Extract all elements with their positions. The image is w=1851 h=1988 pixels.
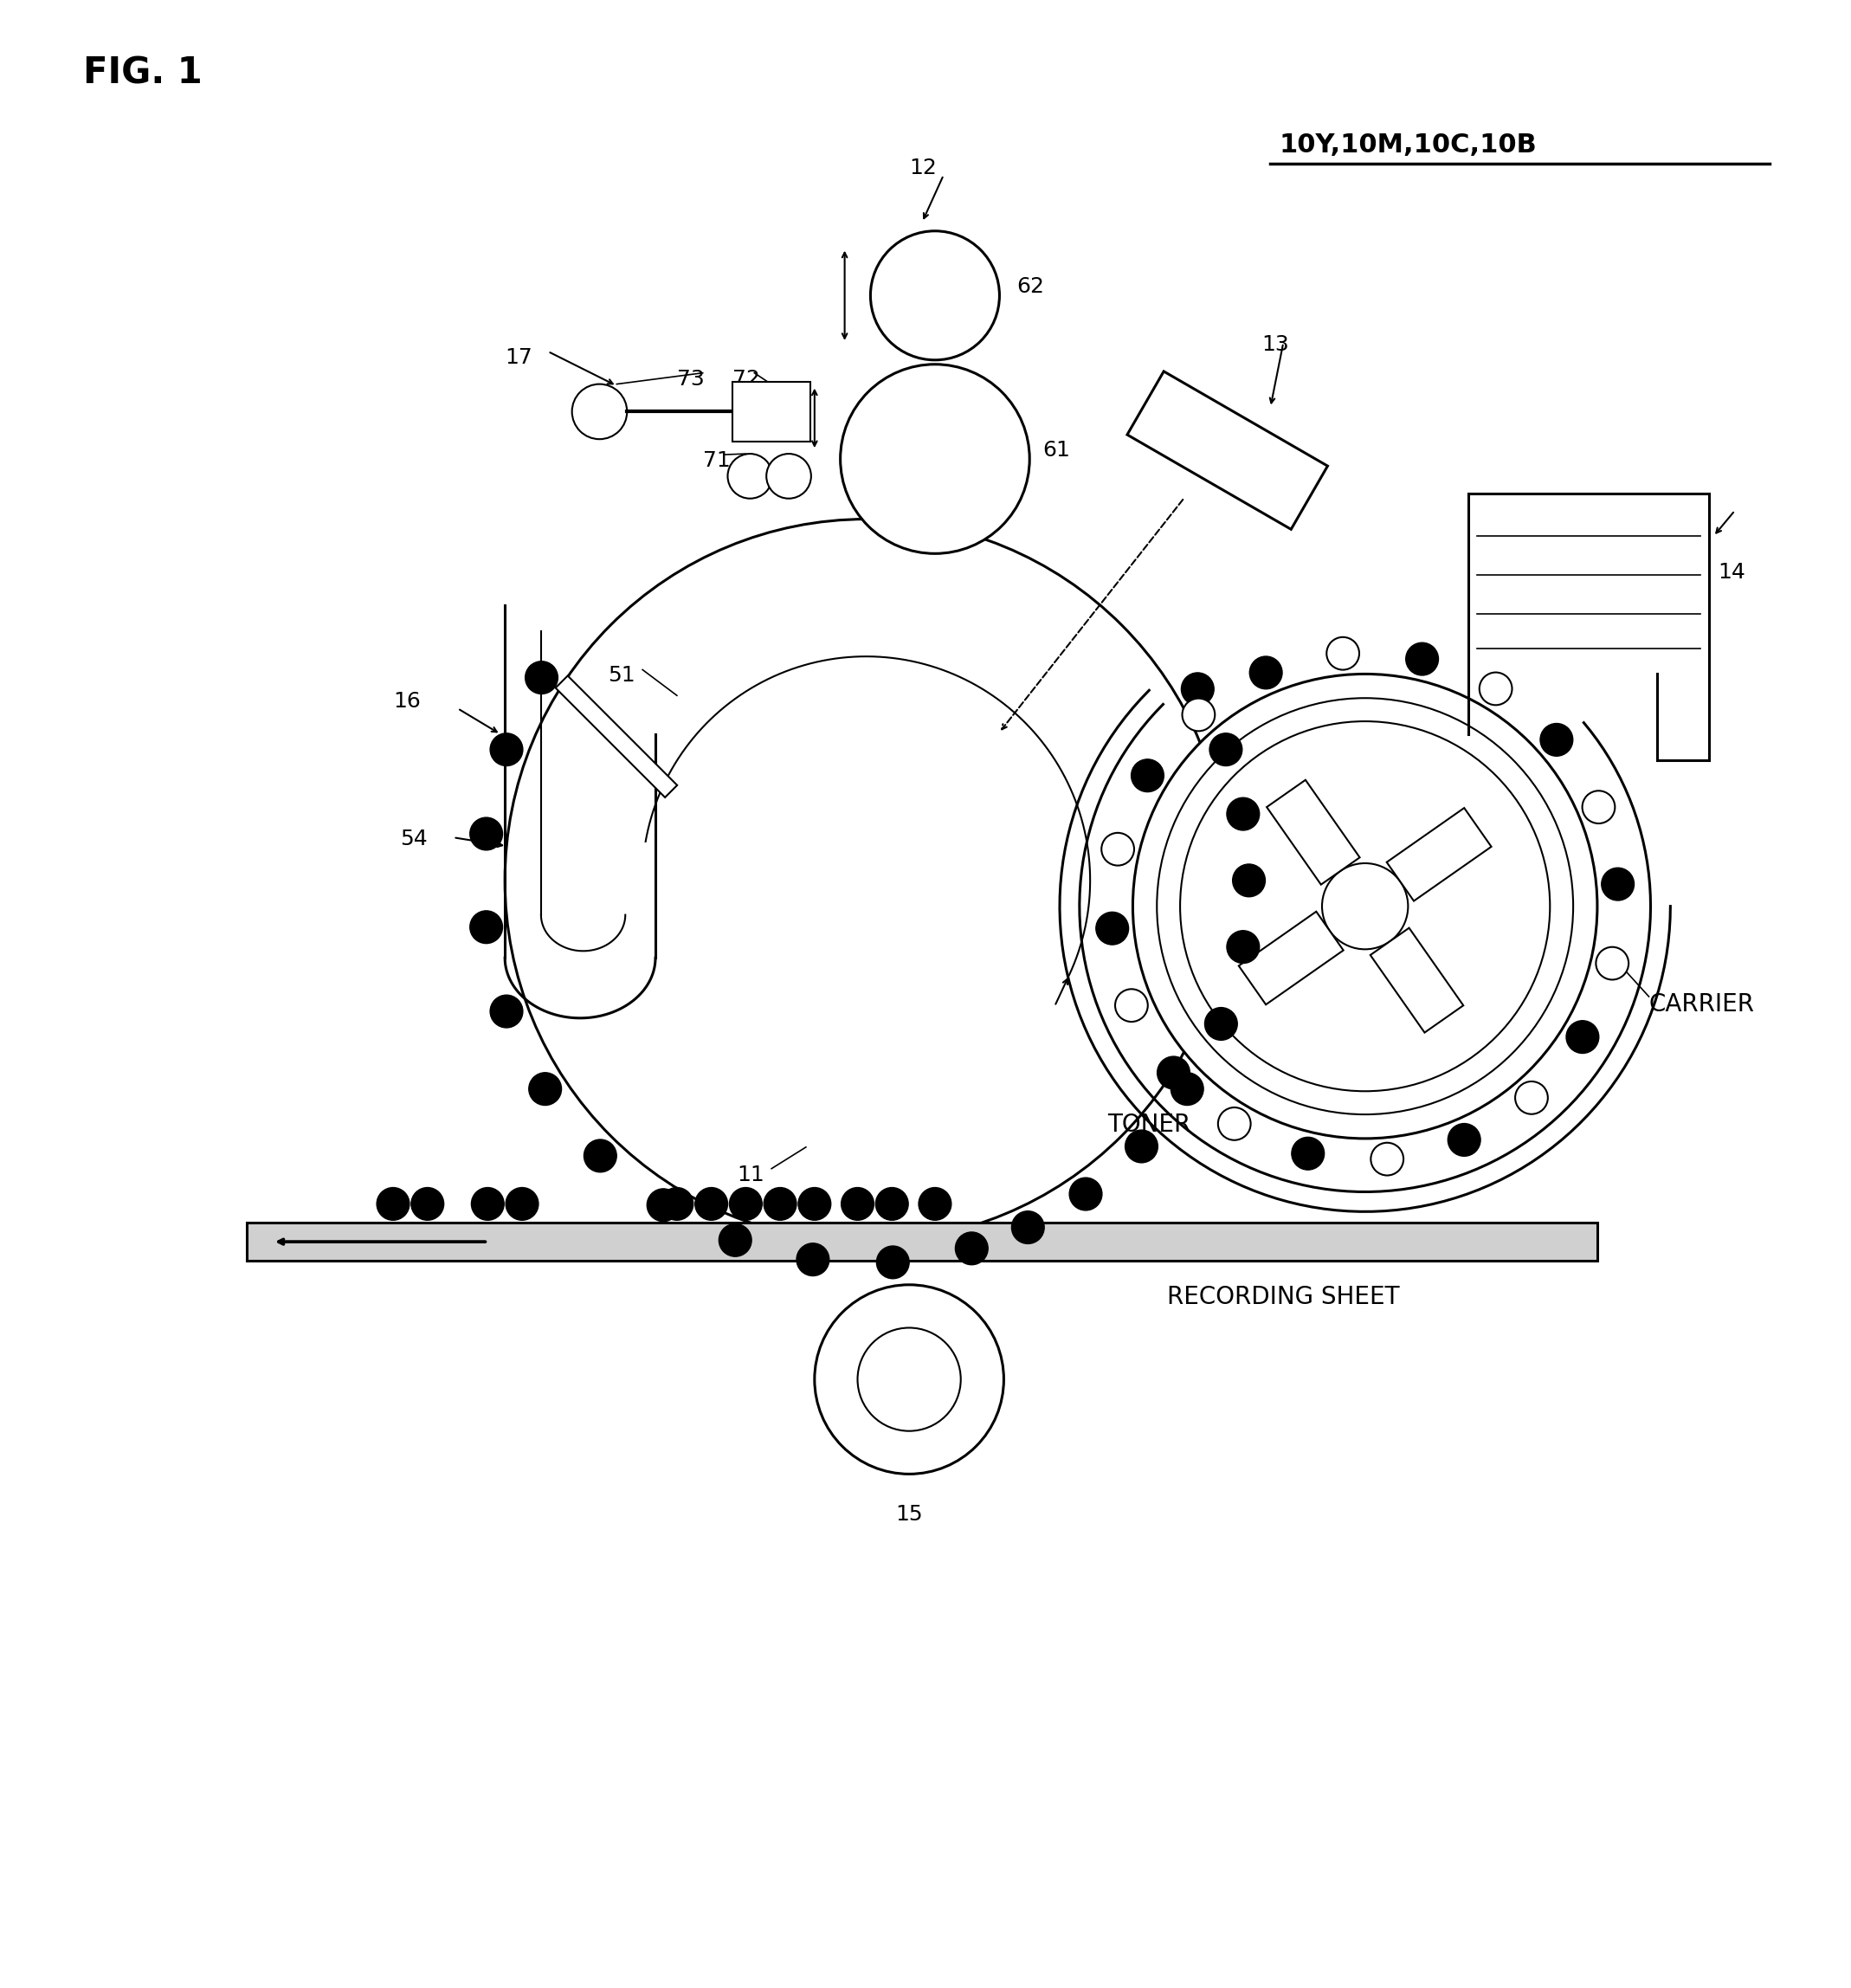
Text: 16: 16 — [392, 692, 420, 712]
Circle shape — [583, 1139, 616, 1173]
Circle shape — [1011, 1211, 1044, 1244]
Circle shape — [1114, 990, 1148, 1022]
Circle shape — [1133, 674, 1597, 1139]
Circle shape — [1181, 722, 1549, 1091]
Circle shape — [918, 1187, 951, 1221]
Circle shape — [1233, 865, 1266, 897]
Text: 11: 11 — [737, 1165, 764, 1185]
Text: FIG. 1: FIG. 1 — [83, 54, 202, 91]
Bar — [733, 382, 811, 441]
Circle shape — [491, 996, 522, 1028]
Circle shape — [955, 1233, 988, 1264]
Circle shape — [1596, 946, 1629, 980]
Circle shape — [661, 1187, 694, 1221]
Circle shape — [1540, 724, 1573, 755]
Circle shape — [798, 1187, 831, 1221]
Circle shape — [876, 1187, 909, 1221]
Circle shape — [877, 1246, 909, 1278]
Text: TONER: TONER — [1107, 1113, 1190, 1137]
Circle shape — [505, 519, 1227, 1242]
Circle shape — [470, 911, 503, 944]
Circle shape — [470, 817, 503, 851]
Circle shape — [764, 1187, 796, 1221]
Circle shape — [1249, 656, 1283, 690]
Circle shape — [1566, 1020, 1599, 1054]
Text: 72: 72 — [733, 368, 761, 390]
Circle shape — [1405, 642, 1438, 676]
Text: 62: 62 — [1016, 276, 1044, 298]
Circle shape — [1070, 1177, 1101, 1211]
Circle shape — [840, 364, 1029, 553]
Circle shape — [1322, 863, 1409, 948]
Circle shape — [1218, 1107, 1251, 1141]
Text: 13: 13 — [1262, 334, 1290, 356]
Circle shape — [766, 453, 811, 499]
Circle shape — [1327, 636, 1359, 670]
Circle shape — [1181, 672, 1214, 706]
Text: 61: 61 — [1042, 439, 1070, 461]
Text: 54: 54 — [400, 829, 428, 849]
Circle shape — [870, 231, 1000, 360]
Bar — [246, 1223, 1597, 1260]
Polygon shape — [1266, 779, 1360, 885]
Circle shape — [1447, 1123, 1481, 1157]
Circle shape — [796, 1242, 829, 1276]
Circle shape — [814, 1284, 1003, 1473]
Text: RECORDING SHEET: RECORDING SHEET — [1168, 1284, 1399, 1308]
Text: 51: 51 — [609, 666, 635, 686]
Circle shape — [1292, 1137, 1323, 1169]
Circle shape — [1131, 759, 1164, 791]
Circle shape — [1227, 797, 1259, 831]
Circle shape — [411, 1187, 444, 1221]
Text: 73: 73 — [677, 368, 705, 390]
Circle shape — [1209, 734, 1242, 765]
Circle shape — [840, 1187, 874, 1221]
Text: 71: 71 — [703, 451, 729, 471]
Circle shape — [529, 1074, 561, 1105]
Circle shape — [505, 1187, 539, 1221]
Circle shape — [718, 1225, 752, 1256]
Circle shape — [1583, 791, 1614, 823]
Polygon shape — [555, 676, 677, 797]
Circle shape — [1372, 1143, 1403, 1175]
Circle shape — [648, 1189, 679, 1221]
Circle shape — [1172, 1074, 1203, 1105]
Circle shape — [729, 1187, 763, 1221]
Polygon shape — [1386, 807, 1492, 901]
Circle shape — [1601, 869, 1634, 901]
Circle shape — [1125, 1129, 1159, 1163]
Circle shape — [727, 453, 772, 499]
Polygon shape — [1238, 912, 1344, 1004]
Circle shape — [1516, 1081, 1547, 1113]
Circle shape — [1101, 833, 1135, 865]
Text: CARRIER: CARRIER — [1649, 992, 1755, 1016]
Circle shape — [572, 384, 627, 439]
Polygon shape — [1127, 372, 1327, 529]
Circle shape — [1479, 672, 1512, 706]
Circle shape — [378, 1187, 409, 1221]
Text: 15: 15 — [896, 1505, 924, 1525]
Circle shape — [1227, 930, 1259, 964]
Circle shape — [1183, 698, 1214, 732]
Circle shape — [526, 662, 557, 694]
Circle shape — [694, 1187, 727, 1221]
Text: 12: 12 — [909, 157, 937, 179]
Circle shape — [1157, 698, 1573, 1115]
Circle shape — [1096, 912, 1129, 944]
Circle shape — [1205, 1008, 1236, 1040]
Text: 17: 17 — [505, 348, 533, 368]
Circle shape — [491, 734, 522, 765]
Circle shape — [857, 1328, 961, 1431]
Text: 14: 14 — [1718, 563, 1745, 582]
Text: 10Y,10M,10C,10B: 10Y,10M,10C,10B — [1279, 131, 1536, 157]
Polygon shape — [1370, 928, 1464, 1032]
Circle shape — [472, 1187, 503, 1221]
Circle shape — [1157, 1056, 1190, 1089]
